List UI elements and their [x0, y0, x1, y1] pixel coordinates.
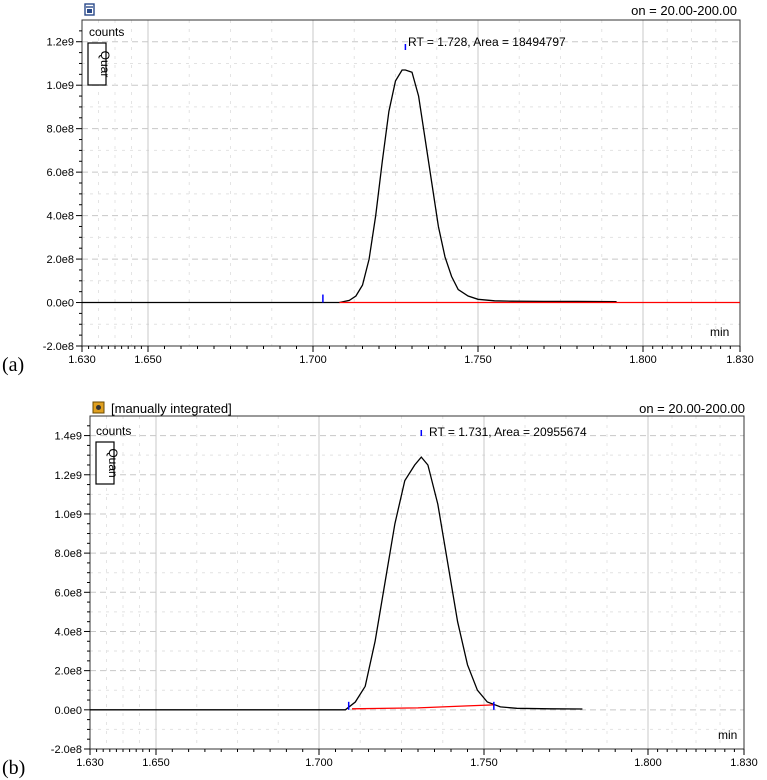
markers-a — [322, 44, 407, 303]
y-tick-label-b-5: 8.0e8 — [54, 548, 82, 560]
y-tick-label-b-3: 4.0e8 — [54, 626, 82, 638]
chromatogram-panel-b: [manually integrated] on = 20.00-200.00 … — [2, 401, 758, 779]
series-a — [82, 69, 740, 304]
y-tick-label-b-1: 0.0e0 — [54, 705, 82, 717]
grid-a — [81, 20, 741, 347]
trace-a — [82, 69, 617, 304]
x-tick-label-a-5: 1.830 — [726, 354, 754, 366]
header-left-b: [manually integrated] — [111, 401, 232, 416]
y-tick-label-a-3: 4.0e8 — [46, 211, 74, 223]
header-right-b: on = 20.00-200.00 — [639, 401, 745, 416]
x-unit-b: min — [718, 728, 737, 742]
y-tick-label-b-4: 6.0e8 — [54, 587, 82, 599]
y-tick-label-b-2: 2.0e8 — [54, 666, 82, 678]
counts-label-b: counts — [96, 424, 131, 438]
grid-b — [89, 416, 745, 750]
trace-b — [90, 456, 583, 711]
y-tick-label-a-7: 1.2e9 — [46, 37, 74, 49]
y-tick-label-b-0: -2.0e8 — [51, 744, 82, 756]
header-right-a: on = 20.00-200.00 — [631, 3, 737, 18]
y-tick-label-a-1: 0.0e0 — [46, 298, 74, 310]
quan-box-label-a: Quar — [98, 51, 112, 78]
y-tick-label-a-4: 6.0e8 — [46, 167, 74, 179]
bookmark-icon — [92, 401, 105, 414]
chromatogram-panel-a: on = 20.00-200.00 counts Quar min RT = 1… — [2, 3, 754, 376]
peak-annotation-a: RT = 1.728, Area = 18494797 — [408, 35, 566, 49]
calendar-icon — [84, 3, 95, 16]
quan-box-a: Quar — [87, 42, 112, 86]
baseline-b — [351, 704, 494, 710]
x-tick-label-b-0: 1.630 — [76, 757, 104, 769]
y-tick-label-a-0: -2.0e8 — [43, 341, 74, 353]
x-tick-label-b-5: 1.830 — [730, 757, 758, 769]
x-tick-label-a-1: 1.650 — [134, 354, 162, 366]
x-unit-a: min — [710, 325, 729, 339]
x-tick-label-a-2: 1.700 — [299, 354, 327, 366]
y-tick-label-b-7: 1.2e9 — [54, 470, 82, 482]
axes-b: -2.0e8 0.0e0 2.0e8 4.0e8 6.0e8 8.0e8 1.0e9 1.2e… — [51, 425, 758, 769]
x-tick-label-a-3: 1.750 — [464, 354, 492, 366]
y-tick-label-a-6: 1.0e9 — [46, 80, 74, 92]
series-b — [90, 456, 583, 711]
plot-frame-b — [89, 415, 745, 750]
x-tick-label-b-1: 1.650 — [142, 757, 170, 769]
quan-box-label-b: Quan — [106, 448, 120, 477]
axes-a: -2.0e8 0.0e0 2.0e8 4.0e8 6.0e8 8.0e8 1.0e9 1.2e… — [43, 30, 754, 366]
peak-annotation-b: RT = 1.731, Area = 20955674 — [429, 425, 587, 439]
x-tick-label-b-2: 1.700 — [305, 757, 333, 769]
panel-letter-a: (a) — [2, 354, 24, 376]
y-tick-label-b-6: 1.0e9 — [54, 509, 82, 521]
y-tick-label-a-5: 8.0e8 — [46, 124, 74, 136]
x-tick-label-a-4: 1.800 — [629, 354, 657, 366]
plot-frame-a — [81, 19, 741, 347]
quan-box-b: Quan — [95, 441, 120, 485]
x-tick-label-b-4: 1.800 — [634, 757, 662, 769]
y-tick-label-a-2: 2.0e8 — [46, 254, 74, 266]
y-tick-label-b-8: 1.4e9 — [54, 431, 82, 443]
counts-label-a: counts — [89, 25, 124, 39]
x-tick-label-b-3: 1.750 — [470, 757, 498, 769]
panel-letter-b: (b) — [2, 757, 25, 779]
markers-b — [347, 430, 495, 710]
x-tick-label-a-0: 1.630 — [68, 354, 96, 366]
